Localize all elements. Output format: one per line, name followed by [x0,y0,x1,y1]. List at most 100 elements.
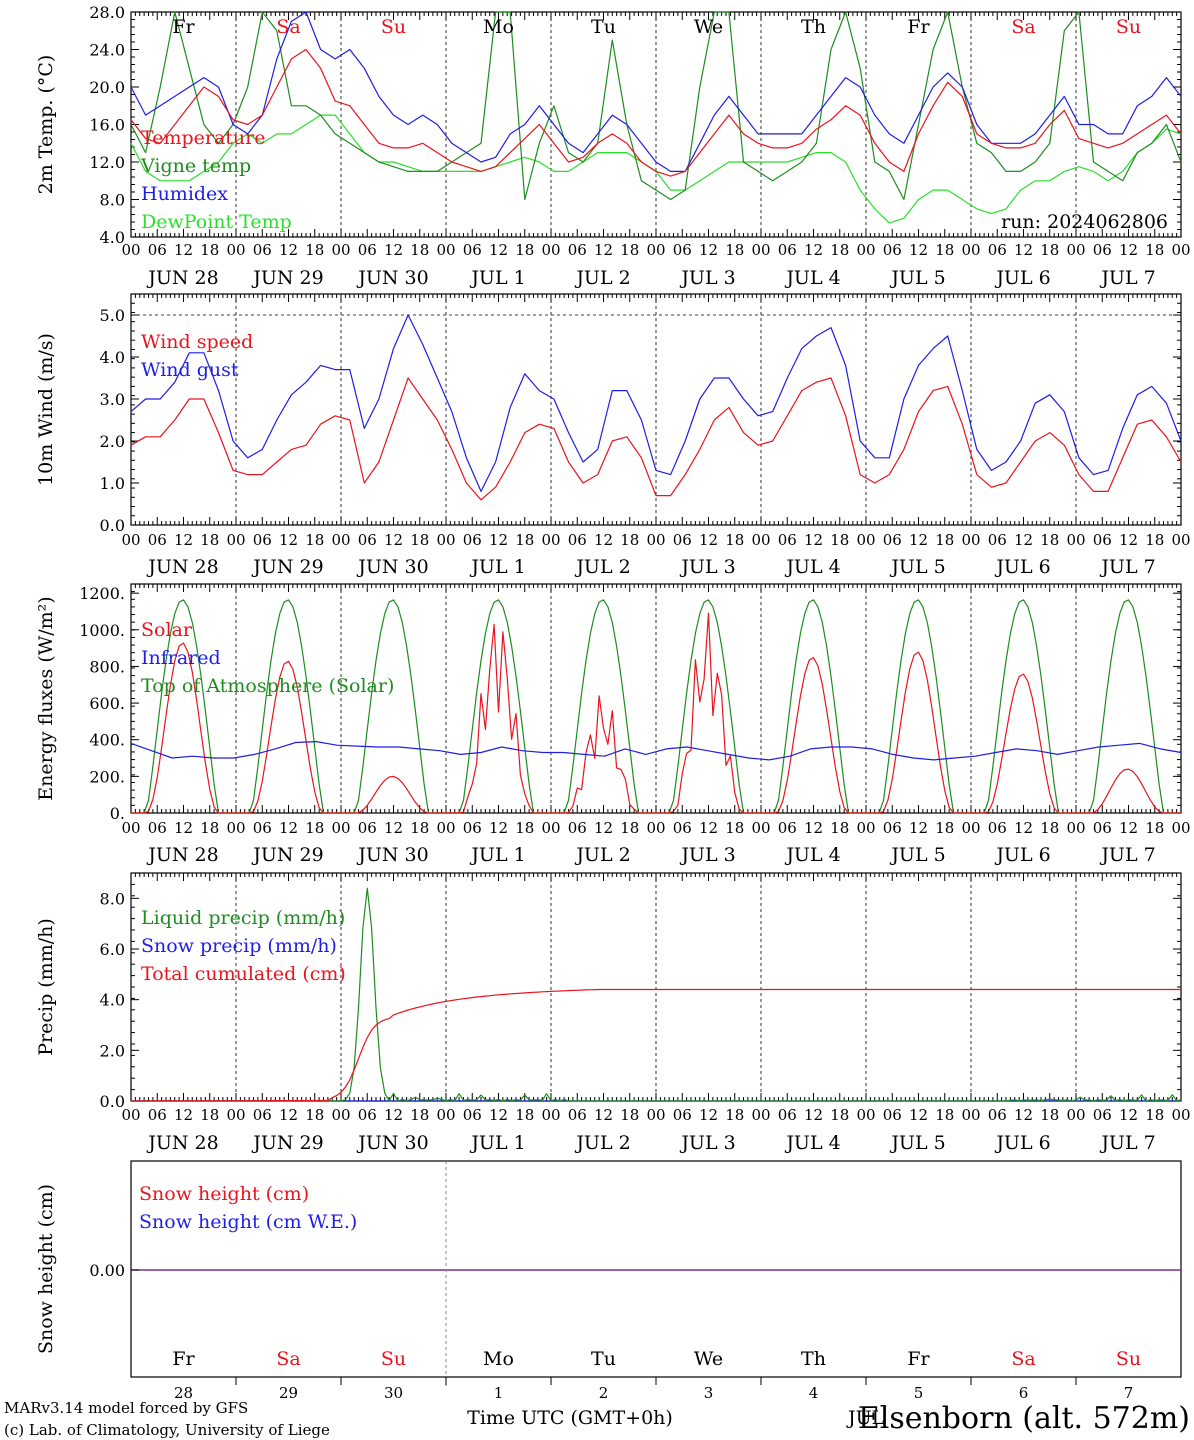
hour-tick-label: 00 [751,819,770,837]
hour-tick-label: 06 [778,1106,797,1124]
date-label: JUN 28 [146,1132,218,1154]
date-label: JUL 2 [574,267,630,289]
date-label: JUN 28 [146,267,218,289]
hour-tick-label: 00 [1171,819,1190,837]
legend-entry: Total cumulated (cm) [141,963,346,985]
y-tick-label: 16.0 [89,116,125,135]
legend-entry: Solar [141,619,193,641]
hour-tick-label: 18 [200,819,219,837]
hour-tick-label: 18 [1040,241,1059,259]
hour-tick-label: 18 [515,241,534,259]
hour-tick-label: 00 [856,1106,875,1124]
date-label: JUL 2 [574,844,630,866]
y-tick-label: 1000. [79,621,125,640]
hour-tick-label: 00 [1066,531,1085,549]
hour-tick-label: 12 [174,531,193,549]
hour-tick-label: 18 [305,1106,324,1124]
hour-tick-label: 06 [778,531,797,549]
panel-1-y-title: 2m Temp. (°C) [35,55,57,195]
day-label: Th [801,1348,826,1370]
hour-tick-label: 18 [515,1106,534,1124]
hour-tick-label: 00 [1066,241,1085,259]
hour-tick-label: 06 [883,531,902,549]
hour-tick-label: 12 [384,531,403,549]
hour-tick-label: 18 [725,241,744,259]
date-label: JUN 28 [146,844,218,866]
day-label: Tu [591,1348,616,1370]
hour-tick-label: 00 [1171,531,1190,549]
date-number: 1 [494,1384,504,1402]
series-line-vigne-temp [130,11,1182,201]
date-label: JUL 3 [679,1132,735,1154]
date-label: JUL 3 [679,844,735,866]
hour-tick-label: 18 [1040,819,1059,837]
series-line-infrared [130,740,1182,761]
legend-entry: Snow height (cm) [139,1183,309,1205]
date-label: JUL 6 [994,844,1050,866]
series-line-wind-speed [130,377,1182,501]
hour-tick-label: 06 [673,819,692,837]
date-label: JUN 29 [251,556,323,578]
panel-2-y-title: 10m Wind (m/s) [35,333,57,486]
series-line-temperature [130,48,1182,177]
hour-tick-label: 12 [699,819,718,837]
y-tick-label: 6.0 [100,940,125,959]
hour-tick-label: 06 [148,241,167,259]
series-line-humidex [130,11,1182,172]
hour-tick-label: 06 [358,819,377,837]
hour-tick-label: 00 [646,1106,665,1124]
y-tick-label: 0. [110,804,125,823]
y-tick-label: 8.0 [100,191,125,210]
hour-tick-label: 12 [699,241,718,259]
hour-tick-label: 00 [226,241,245,259]
date-number: 3 [704,1384,714,1402]
station-name: Elsenborn (alt. 572m) [858,1401,1190,1436]
hour-tick-label: 06 [148,531,167,549]
y-tick-label: 0.0 [100,516,125,535]
hour-tick-label: 12 [174,819,193,837]
hour-tick-label: 06 [568,819,587,837]
date-label: JUL 2 [574,556,630,578]
hour-tick-label: 18 [725,531,744,549]
hour-tick-label: 12 [384,819,403,837]
hour-tick-label: 06 [673,1106,692,1124]
hour-tick-label: 12 [384,241,403,259]
hour-tick-label: 06 [568,531,587,549]
hour-tick-label: 00 [226,1106,245,1124]
hour-tick-label: 18 [515,531,534,549]
y-tick-label: 28.0 [89,3,125,22]
y-tick-label: 3.0 [100,390,125,409]
hour-tick-label: 12 [489,819,508,837]
hour-tick-label: 00 [856,241,875,259]
hour-tick-label: 06 [988,1106,1007,1124]
y-tick-label: 2.0 [100,432,125,451]
hour-tick-label: 12 [909,819,928,837]
hour-tick-label: 12 [804,819,823,837]
day-label: Fr [907,1348,930,1370]
hour-tick-label: 06 [253,1106,272,1124]
hour-tick-label: 18 [1040,1106,1059,1124]
hour-tick-label: 18 [1145,819,1164,837]
day-label: Su [381,16,406,38]
hour-tick-label: 12 [174,1106,193,1124]
day-label: Fr [172,1348,195,1370]
hour-tick-label: 06 [883,241,902,259]
hour-tick-label: 06 [883,819,902,837]
hour-tick-label: 00 [541,819,560,837]
day-label: We [694,16,723,38]
date-label: JUL 1 [469,556,525,578]
date-label: JUN 30 [356,267,428,289]
hour-tick-label: 00 [961,241,980,259]
hour-tick-label: 12 [279,241,298,259]
hour-tick-label: 00 [436,819,455,837]
hour-tick-label: 18 [935,1106,954,1124]
hour-tick-label: 18 [935,819,954,837]
date-label: JUL 3 [679,267,735,289]
hour-tick-label: 00 [751,531,770,549]
hour-tick-label: 00 [541,1106,560,1124]
legend-entry: Liquid precip (mm/h) [141,907,345,929]
series-line-wind-gust [130,314,1182,492]
series-line-total-cumulated [131,988,1181,1102]
hour-tick-label: 12 [594,531,613,549]
day-label: Tu [591,16,616,38]
